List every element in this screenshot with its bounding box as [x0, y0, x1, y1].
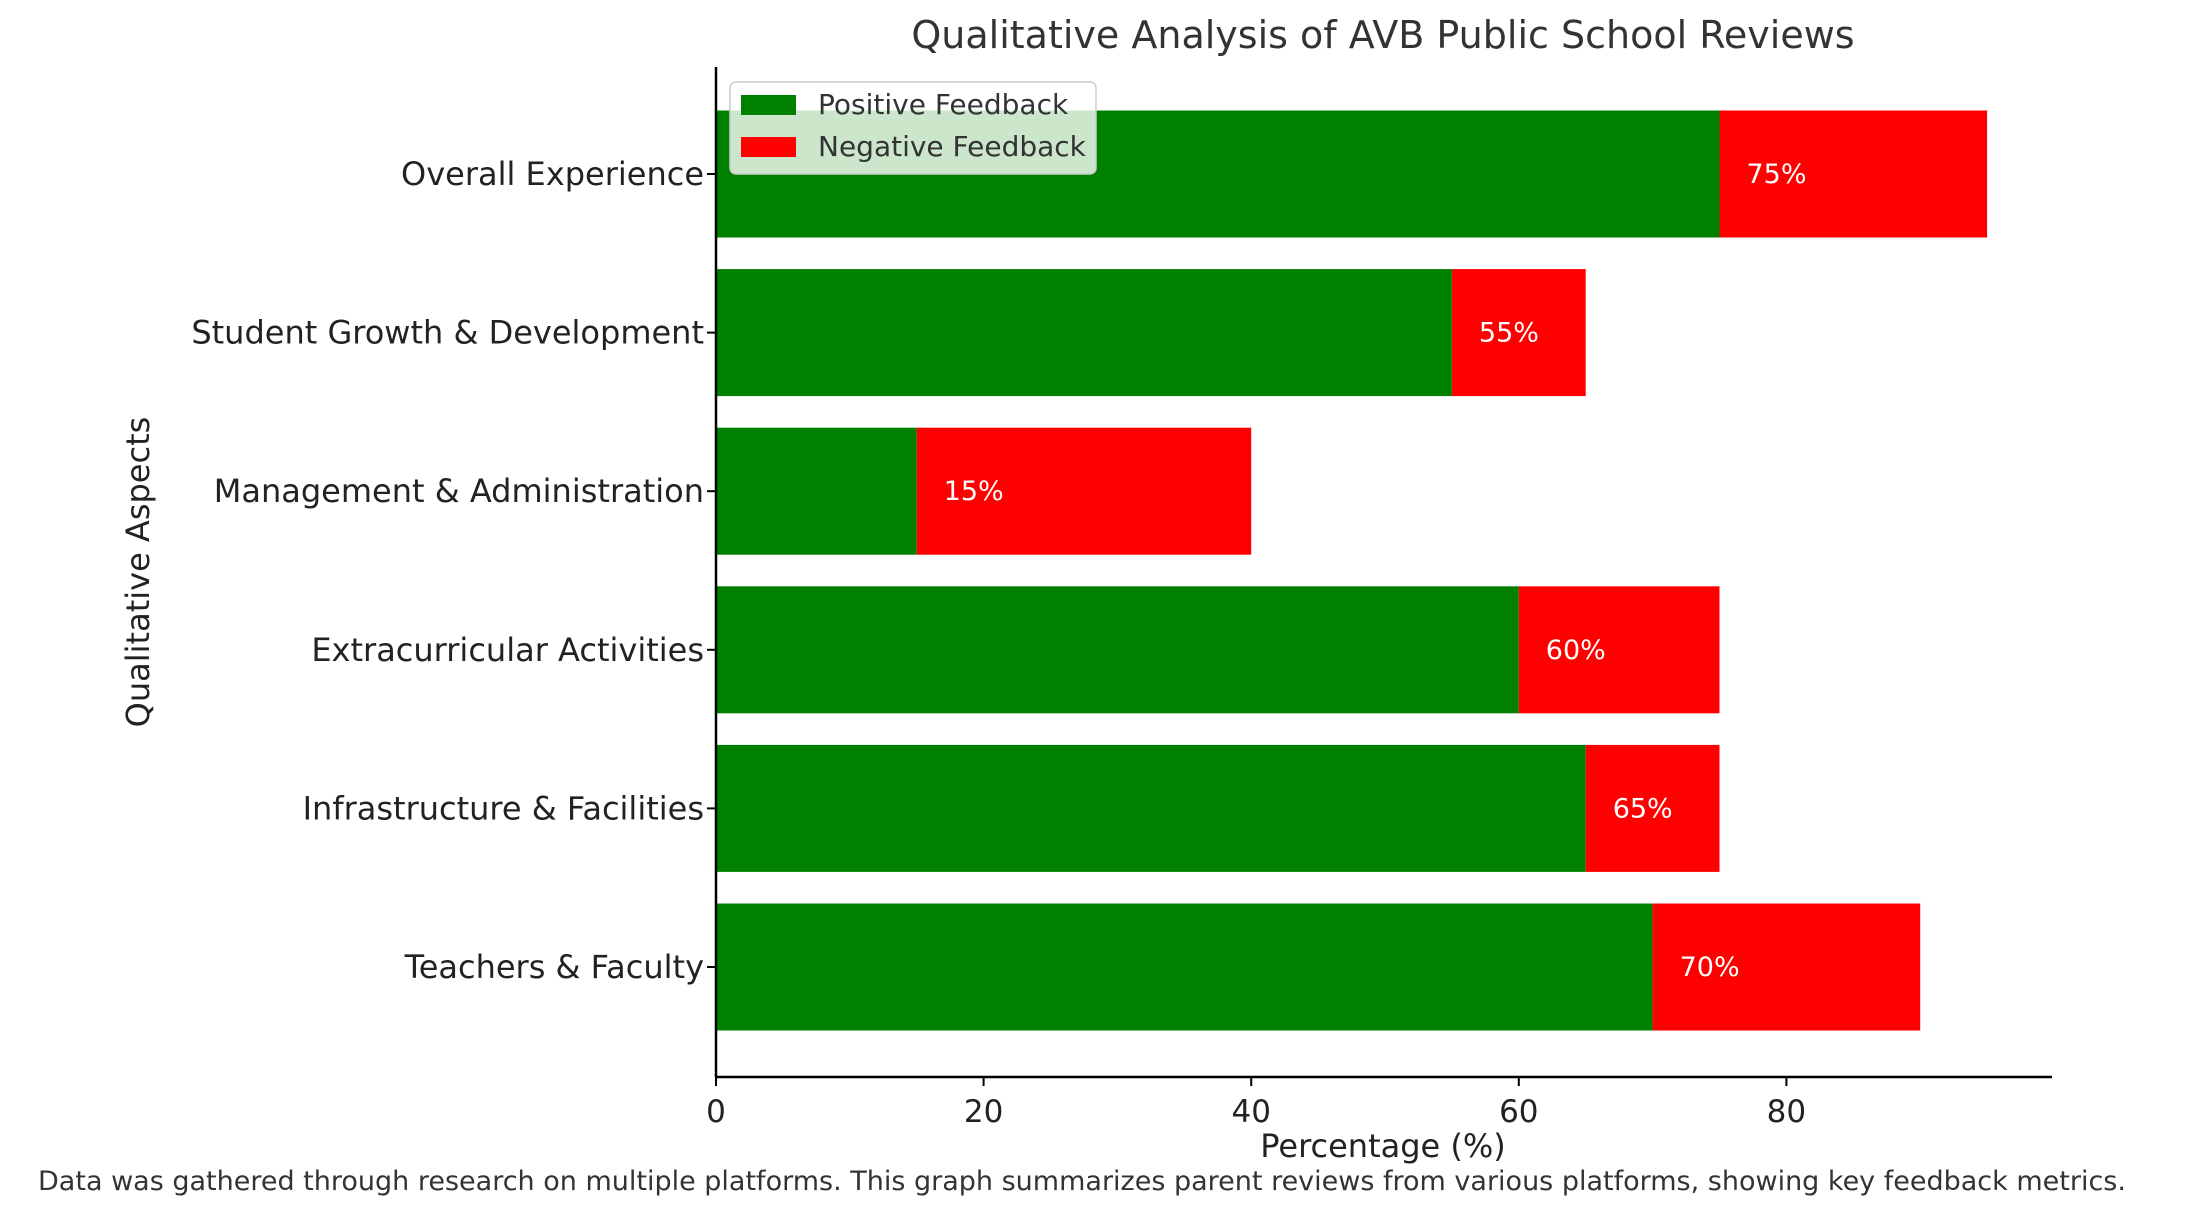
- data-label-student-growth-and-development: 55%: [1479, 318, 1539, 349]
- bar-positive-feedback-extracurricular-activities: [716, 586, 1519, 714]
- chart-title: Qualitative Analysis of AVB Public Schoo…: [911, 13, 1854, 57]
- bar-positive-feedback-student-growth-and-development: [716, 269, 1452, 397]
- bars-layer: [716, 110, 1988, 1031]
- x-tick-label-0: 0: [706, 1094, 726, 1130]
- x-ticks-layer: 0 20 40 60 80: [706, 1077, 1806, 1130]
- data-label-management-and-administration: 15%: [944, 476, 1004, 507]
- legend-swatch-negative: [741, 137, 796, 157]
- bar-negative-feedback-student-growth-and-development: [1451, 269, 1586, 397]
- x-tick-label-80: 80: [1767, 1094, 1806, 1130]
- bar-positive-feedback-infrastructure-and-facilities: [716, 744, 1586, 872]
- legend-label-positive: Positive Feedback: [818, 88, 1069, 121]
- legend-swatch-positive: [741, 95, 796, 115]
- x-axis-title: Percentage (%): [1260, 1127, 1506, 1165]
- bar-negative-feedback-extracurricular-activities: [1518, 586, 1720, 714]
- data-label-teachers-and-faculty: 70%: [1680, 952, 1740, 983]
- bar-positive-feedback-management-and-administration: [716, 427, 917, 555]
- axes-layer: [714, 67, 2052, 1079]
- category-label-teachers-and-faculty: Teachers & Faculty: [404, 948, 704, 986]
- category-label-student-growth-and-development: Student Growth & Development: [191, 314, 704, 352]
- x-tick-label-20: 20: [964, 1094, 1003, 1130]
- category-label-overall-experience: Overall Experience: [401, 155, 704, 193]
- chart-caption: Data was gathered through research on mu…: [38, 1166, 2126, 1197]
- bar-negative-feedback-teachers-and-faculty: [1652, 903, 1921, 1031]
- data-label-overall-experience: 75%: [1747, 159, 1807, 190]
- category-label-extracurricular-activities: Extracurricular Activities: [311, 631, 704, 669]
- x-tick-label-40: 40: [1231, 1094, 1270, 1130]
- category-label-management-and-administration: Management & Administration: [214, 472, 704, 510]
- data-label-extracurricular-activities: 60%: [1546, 635, 1606, 666]
- x-tick-label-60: 60: [1499, 1094, 1538, 1130]
- legend-frame: [729, 81, 1097, 175]
- category-label-infrastructure-and-facilities: Infrastructure & Facilities: [303, 789, 704, 827]
- bar-negative-feedback-management-and-administration: [916, 427, 1252, 555]
- legend: Positive Feedback Negative Feedback: [729, 81, 1097, 175]
- data-labels-layer: 70% 65% 60% 15% 55% 75%: [944, 159, 1807, 983]
- bar-negative-feedback-overall-experience: [1719, 110, 1988, 238]
- bar-negative-feedback-infrastructure-and-facilities: [1585, 744, 1720, 872]
- bar-positive-feedback-teachers-and-faculty: [716, 903, 1653, 1031]
- data-label-infrastructure-and-facilities: 65%: [1613, 793, 1673, 824]
- legend-label-negative: Negative Feedback: [818, 130, 1087, 163]
- y-ticks-layer: Teachers & Faculty Infrastructure & Facil…: [191, 155, 716, 986]
- y-axis-title: Qualitative Aspects: [119, 417, 157, 728]
